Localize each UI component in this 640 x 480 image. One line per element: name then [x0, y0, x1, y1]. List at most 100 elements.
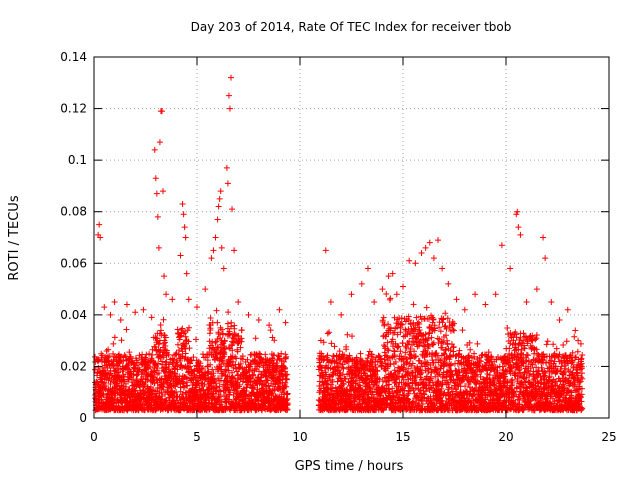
data-point	[238, 326, 245, 333]
data-point	[423, 304, 430, 311]
data-point	[131, 387, 138, 394]
data-point	[410, 301, 417, 308]
data-point	[120, 358, 127, 365]
data-point	[506, 345, 513, 352]
data-point	[385, 321, 392, 328]
data-point	[177, 357, 184, 364]
data-point	[190, 368, 197, 375]
data-point	[181, 355, 188, 362]
data-point	[172, 383, 179, 390]
data-point	[177, 333, 184, 340]
data-point	[179, 348, 186, 355]
data-point	[390, 347, 397, 354]
data-point	[160, 316, 167, 323]
data-point	[442, 322, 449, 329]
data-point	[147, 383, 154, 390]
data-point	[520, 330, 527, 337]
data-point	[544, 338, 551, 345]
data-point	[550, 341, 557, 348]
data-point	[156, 340, 163, 347]
data-point	[106, 352, 113, 359]
data-point	[179, 364, 186, 371]
data-point	[328, 340, 335, 347]
data-point	[148, 357, 155, 364]
data-point	[326, 329, 333, 336]
data-point	[521, 345, 528, 352]
data-point	[147, 363, 154, 370]
data-point	[520, 373, 527, 380]
data-point	[126, 349, 133, 356]
data-point	[177, 332, 184, 339]
data-point	[467, 346, 474, 353]
data-point	[150, 368, 157, 375]
data-point	[149, 346, 156, 353]
data-point	[155, 341, 162, 348]
data-point	[262, 351, 269, 358]
data-point	[283, 376, 290, 383]
data-point	[111, 395, 118, 402]
data-point	[182, 333, 189, 340]
data-point	[185, 338, 192, 345]
data-point	[213, 307, 220, 314]
data-point	[225, 309, 232, 316]
data-point	[201, 381, 208, 388]
data-point	[434, 335, 441, 342]
data-point	[116, 358, 123, 365]
data-point	[284, 390, 291, 397]
data-point	[324, 330, 331, 337]
data-point	[159, 383, 166, 390]
data-point	[102, 383, 109, 390]
data-point	[155, 369, 162, 376]
data-point	[157, 395, 164, 402]
data-point	[182, 350, 189, 357]
data-point	[386, 296, 393, 303]
data-points	[92, 74, 586, 414]
data-point	[228, 319, 235, 326]
data-point	[160, 386, 167, 393]
data-point	[148, 391, 155, 398]
data-point	[336, 348, 343, 355]
data-point	[155, 360, 162, 367]
data-point	[136, 382, 143, 389]
data-point	[190, 354, 197, 361]
data-point	[162, 334, 169, 341]
data-point	[107, 381, 114, 388]
data-point	[543, 341, 550, 348]
data-point	[383, 291, 390, 298]
data-point	[141, 382, 148, 389]
data-point	[95, 357, 102, 364]
data-point	[456, 347, 463, 354]
data-point	[123, 326, 130, 333]
data-point	[160, 380, 167, 387]
data-point	[110, 340, 117, 347]
data-point	[110, 350, 117, 357]
data-point	[198, 379, 205, 386]
data-point	[149, 351, 156, 358]
data-point	[533, 332, 540, 339]
data-point	[122, 383, 129, 390]
data-point	[387, 295, 394, 302]
data-point	[157, 322, 164, 328]
data-point	[143, 371, 150, 378]
data-point	[101, 379, 108, 386]
data-point	[143, 351, 150, 358]
data-point	[165, 351, 172, 358]
data-point	[224, 320, 231, 327]
data-point	[174, 330, 181, 337]
data-point	[162, 343, 169, 350]
data-point	[179, 380, 186, 387]
data-point	[111, 334, 118, 341]
data-point	[231, 322, 238, 329]
data-point	[357, 350, 364, 357]
data-point	[152, 334, 159, 341]
data-point	[120, 373, 127, 380]
data-point	[105, 357, 112, 364]
data-point	[199, 365, 206, 372]
data-point	[439, 316, 446, 323]
data-point	[349, 333, 356, 340]
data-point	[118, 337, 125, 344]
data-point	[179, 325, 186, 332]
data-point	[459, 327, 466, 334]
data-point	[188, 357, 195, 364]
